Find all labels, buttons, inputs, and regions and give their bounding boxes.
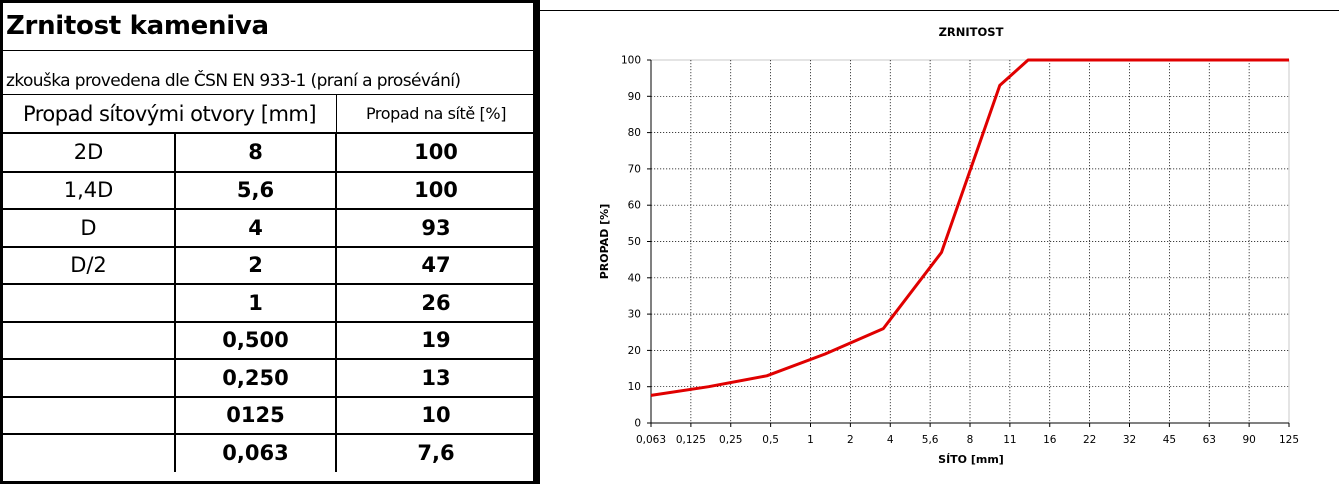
sieve-label [3, 434, 176, 472]
sieve-size: 4 [175, 209, 337, 248]
passing-value: 7,6 [417, 441, 455, 466]
x-tick-label: 1 [807, 434, 814, 446]
sieve-size: 0125 [175, 396, 337, 435]
sieve-size: 0,500 [175, 321, 337, 360]
passing-value: 13 [336, 359, 535, 398]
y-tick-label: 10 [628, 381, 641, 393]
y-tick-label: 50 [628, 236, 641, 248]
sieve-size: 2 [175, 246, 337, 285]
x-tick-label: 16 [1043, 434, 1057, 446]
x-tick-label: 0,5 [762, 434, 779, 446]
x-tick-label: 8 [967, 434, 974, 446]
grading-chart-svg: 0,063 0,125 0,25 0,5 1 2 4 5,6 8 11 16 22 32 45 63 90 12… [598, 25, 1299, 466]
passing-value: 100 [336, 171, 535, 210]
x-tick-label: 11 [1003, 434, 1016, 446]
y-tick-label: 90 [628, 91, 641, 103]
table-row: 2D 8 100 [3, 134, 535, 173]
sieve-label [3, 396, 176, 435]
sieve-size: 0,250 [175, 359, 337, 398]
test-method-note: zkouška provedena dle ČSN EN 933-1 (pran… [6, 71, 461, 91]
y-tick-label: 100 [621, 55, 641, 67]
passing-value: 93 [336, 209, 535, 248]
x-tick-label: 0,25 [719, 434, 742, 446]
sieve-size: 1 [175, 284, 337, 323]
table-row: D 4 93 [3, 209, 535, 248]
x-tick-label: 90 [1242, 434, 1255, 446]
x-tick-label: 32 [1123, 434, 1136, 446]
y-tick-label: 40 [628, 272, 641, 284]
passing-value: 47 [336, 246, 535, 285]
y-tick-label: 70 [628, 163, 641, 175]
y-tick-label: 20 [628, 345, 641, 357]
x-tick-label: 0,125 [676, 434, 706, 446]
table-row: 1,4D 5,6 100 [3, 171, 535, 210]
page-title: Zrnitost kameniva [6, 11, 269, 41]
title-divider [3, 50, 533, 51]
y-tick-label: 80 [628, 127, 641, 139]
passing-value: 10 [336, 396, 535, 435]
x-tick-label: 125 [1279, 434, 1299, 446]
passing-value: 26 [336, 284, 535, 323]
x-tick-label: 5,6 [922, 434, 939, 446]
y-tick-label: 60 [628, 200, 641, 212]
sieve-label [3, 321, 176, 360]
header-sieve-opening: Propad sítovými otvory [mm] [3, 94, 336, 134]
header-passing-percent: Propad na sítě [%] [336, 94, 535, 134]
sieve-size: 8 [175, 134, 337, 173]
sieve-label: 1,4D [3, 171, 176, 210]
y-axis-label: PROPAD [%] [598, 204, 611, 280]
sieve-label: 2D [3, 134, 176, 173]
x-tick-label: 45 [1163, 434, 1176, 446]
sieve-label [3, 359, 176, 398]
table-row: 1 26 [3, 284, 535, 323]
grading-chart: 0,063 0,125 0,25 0,5 1 2 4 5,6 8 11 16 22 32 45 63 90 12… [540, 0, 1339, 484]
x-tick-label: 63 [1203, 434, 1216, 446]
chart-title: ZRNITOST [939, 25, 1004, 39]
y-tick-label: 30 [628, 309, 641, 321]
sieve-size: 0,063 [175, 434, 337, 472]
y-tick-label: 0 [634, 418, 641, 430]
x-axis-label: SÍTO [mm] [938, 453, 1004, 466]
x-tick-label: 22 [1083, 434, 1096, 446]
sieve-label: D/2 [3, 246, 176, 285]
table-row: D/2 2 47 [3, 246, 535, 285]
table-row: 0,063 7,6 [3, 434, 535, 472]
sieve-label [3, 284, 176, 323]
sieve-size: 5,6 [175, 171, 337, 210]
passing-value: 19 [336, 321, 535, 360]
table-row: 0,500 19 [3, 321, 535, 360]
grading-table-panel: Zrnitost kameniva zkouška provedena dle … [0, 0, 535, 484]
x-tick-label: 4 [887, 434, 894, 446]
x-tick-label: 0,063 [636, 434, 666, 446]
grading-curve-series-line [650, 58, 1289, 397]
table-row: 0125 10 [3, 396, 535, 435]
sieve-label: D [3, 209, 176, 248]
passing-value: 100 [336, 134, 535, 173]
table-row: 0,250 13 [3, 359, 535, 398]
x-tick-label: 2 [847, 434, 854, 446]
grading-table: 2D 8 100 1,4D 5,6 100 D 4 93 D/2 2 47 1 26 0,500 1… [3, 134, 535, 472]
panel-divider [535, 0, 540, 484]
